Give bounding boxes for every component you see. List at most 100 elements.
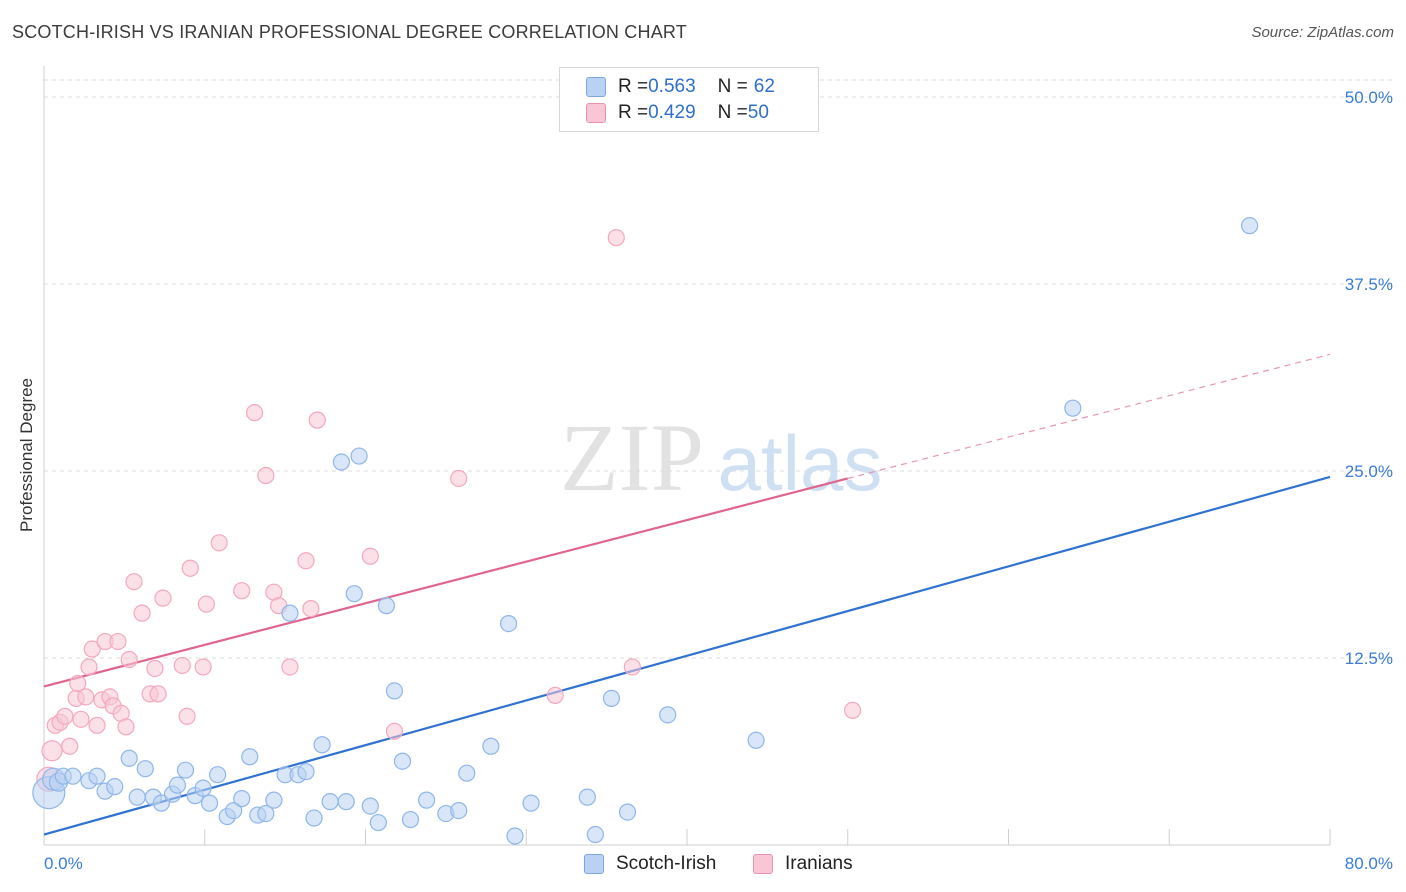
iranians-point xyxy=(88,716,106,734)
scotch-irish-point xyxy=(345,585,363,603)
scotch-irish-point xyxy=(209,766,227,784)
legend-row-scotch-irish: R = 0.563 N = 62 xyxy=(586,74,775,100)
iranians-point xyxy=(146,659,164,678)
scotch-irish-point xyxy=(385,682,404,700)
scotch-irish-point xyxy=(337,793,355,811)
scotch-irish-point xyxy=(506,827,524,845)
iranians-point xyxy=(197,595,215,613)
bottom-legend-label-iranians: Iranians xyxy=(785,853,853,874)
iranians-point xyxy=(302,600,320,618)
scotch-irish-trend-line xyxy=(43,475,1331,836)
scotch-irish-point xyxy=(369,813,387,832)
tick-labels: 12.5% 25.0% 37.5% 50.0% 0.0% 80.0% xyxy=(44,88,1393,873)
iranians-point xyxy=(385,722,404,740)
scotch-irish-point xyxy=(88,767,106,785)
iranians-point xyxy=(546,686,564,705)
iranians-trend-line xyxy=(43,477,849,688)
scotch-irish-point xyxy=(1064,399,1082,417)
bottom-legend-swatch-iranians xyxy=(753,854,773,874)
y-tick-label: 37.5% xyxy=(1345,275,1393,294)
legend-n-value: 50 xyxy=(747,102,769,123)
x-tick-label: 80.0% xyxy=(1345,854,1393,873)
iranians-point xyxy=(69,674,87,693)
iranians-point xyxy=(109,632,127,651)
watermark-atlas: atlas xyxy=(718,419,883,507)
legend-swatch-scotch-irish xyxy=(586,77,606,97)
scotch-irish-point xyxy=(128,788,146,806)
iranians-point xyxy=(843,701,862,719)
iranians-point xyxy=(623,658,641,676)
bottom-legend-scotch-irish: Scotch-Irish xyxy=(584,851,716,877)
legend-n-label: N = xyxy=(717,102,748,123)
legend-r-label: R = xyxy=(618,76,649,97)
scotch-irish-point xyxy=(332,453,350,471)
scotch-irish-point xyxy=(618,803,637,821)
scotch-irish-point xyxy=(64,767,82,785)
scotch-irish-point xyxy=(499,614,518,633)
iranians-point xyxy=(173,656,191,675)
scotch-irish-point xyxy=(152,794,170,812)
scotch-irish-point xyxy=(417,791,436,809)
scotch-irish-point xyxy=(522,794,540,812)
legend-row-iranians: R = 0.429 N = 50 xyxy=(586,100,769,126)
grid xyxy=(44,79,1392,659)
watermark-zip: ZIP xyxy=(560,404,704,511)
legend-n-value: 62 xyxy=(753,76,775,97)
scotch-irish-point xyxy=(659,706,677,724)
legend-r-label: R = xyxy=(618,102,649,123)
chart-title: SCOTCH-IRISH VS IRANIAN PROFESSIONAL DEG… xyxy=(12,22,687,42)
iranians-point xyxy=(117,718,135,736)
iranians-point xyxy=(245,404,264,422)
iranians-point xyxy=(181,559,199,577)
y-tick-label: 25.0% xyxy=(1345,462,1393,481)
scotch-irish-point xyxy=(233,790,251,808)
scotch-irish-point xyxy=(136,760,154,778)
axes xyxy=(43,66,1331,846)
y-tick-label: 12.5% xyxy=(1345,649,1393,668)
iranians-point xyxy=(77,688,95,706)
scotch-irish-point xyxy=(305,809,323,827)
scotch-irish-point xyxy=(297,763,315,781)
bottom-legend-iranians: Iranians xyxy=(753,851,853,877)
source-label: Source: ZipAtlas.com xyxy=(1251,24,1394,41)
scotch-irish-point xyxy=(168,776,187,794)
scotch-irish-point xyxy=(602,689,621,707)
iranians-point xyxy=(178,707,196,725)
iranians-point xyxy=(120,650,138,669)
iranians-point xyxy=(194,658,212,676)
iranians-point xyxy=(154,589,172,607)
scotch-irish-point xyxy=(1241,217,1259,235)
iranians-point xyxy=(297,552,315,570)
iranians-point xyxy=(361,547,379,565)
iranians-point xyxy=(257,466,275,485)
scotch-irish-point xyxy=(586,825,604,844)
y-tick-label: 50.0% xyxy=(1345,88,1393,107)
scotch-irish-point xyxy=(241,748,259,766)
watermark: ZIP atlas xyxy=(560,404,882,511)
scotch-irish-point xyxy=(321,793,339,811)
scotch-irish-point xyxy=(482,737,500,755)
scotch-irish-point xyxy=(361,797,379,815)
scotch-irish-point xyxy=(106,778,124,796)
iranians-point xyxy=(450,469,468,488)
iranians-point xyxy=(41,740,63,762)
scotch-irish-point xyxy=(350,447,368,465)
iranians-point xyxy=(210,534,228,552)
scotch-irish-point xyxy=(578,788,596,806)
scotch-irish-point xyxy=(747,731,765,749)
iranians-point xyxy=(149,685,167,703)
iranians-point xyxy=(281,658,299,676)
scotch-irish-point xyxy=(257,804,275,823)
iranians-point xyxy=(133,604,151,622)
scotch-irish-point xyxy=(225,801,243,820)
scotch-irish-point xyxy=(281,604,299,622)
scotch-irish-point xyxy=(265,791,283,809)
legend-swatch-iranians xyxy=(586,103,606,123)
iranians-point xyxy=(125,573,143,591)
legend-r-value: 0.563 xyxy=(648,76,696,97)
scotch-irish-point xyxy=(458,764,476,782)
bottom-legend-swatch-scotch-irish xyxy=(584,854,604,874)
scotch-irish-point xyxy=(393,752,412,770)
stats-legend: R = 0.563 N = 62 R = 0.429 N = 50 xyxy=(559,67,819,132)
